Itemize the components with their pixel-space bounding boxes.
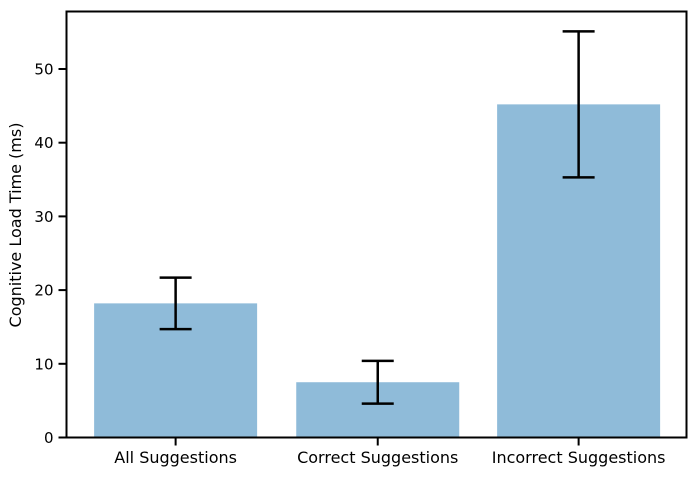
y-tick-label-0: 0 bbox=[44, 429, 54, 447]
y-tick-label-4: 40 bbox=[34, 134, 53, 152]
y-tick-label-5: 50 bbox=[34, 60, 53, 78]
y-tick-label-3: 30 bbox=[34, 208, 53, 226]
x-tick-label-0: All Suggestions bbox=[114, 448, 237, 467]
x-tick-label-1: Correct Suggestions bbox=[297, 448, 458, 467]
y-axis-label: Cognitive Load Time (ms) bbox=[6, 123, 25, 328]
plot-border bbox=[65, 10, 688, 439]
x-tick-label-2: Incorrect Suggestions bbox=[492, 448, 666, 467]
y-tick-label-2: 20 bbox=[34, 282, 53, 300]
y-tick-label-1: 10 bbox=[34, 355, 53, 373]
